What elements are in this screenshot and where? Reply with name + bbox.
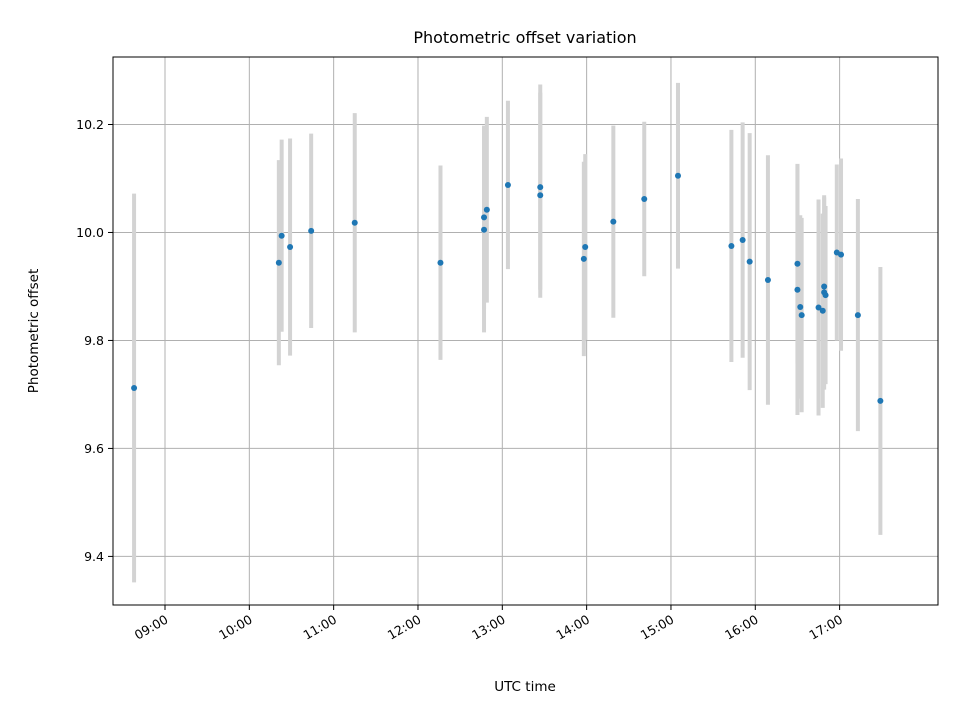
- data-point: [739, 237, 746, 244]
- data-point: [351, 219, 358, 226]
- data-point: [131, 384, 138, 391]
- data-point: [641, 195, 648, 202]
- data-point: [797, 303, 804, 310]
- data-point: [854, 312, 861, 319]
- data-point: [287, 244, 294, 251]
- data-point: [481, 226, 488, 233]
- data-point: [580, 255, 587, 262]
- data-point: [275, 259, 282, 266]
- data-point: [821, 283, 828, 290]
- y-tick-label: 10.2: [76, 117, 104, 132]
- data-point: [838, 251, 845, 258]
- y-axis-label: Photometric offset: [26, 269, 42, 393]
- x-axis-label: UTC time: [494, 679, 556, 695]
- data-point: [746, 258, 753, 265]
- y-tick-label: 9.4: [84, 549, 104, 564]
- data-point: [537, 184, 544, 191]
- data-point: [483, 206, 490, 213]
- data-point: [764, 276, 771, 283]
- data-point: [308, 227, 315, 234]
- data-point: [794, 260, 801, 267]
- data-point: [582, 244, 589, 251]
- data-point: [537, 192, 544, 199]
- chart-title: Photometric offset variation: [413, 28, 636, 47]
- data-point: [798, 312, 805, 319]
- data-point: [437, 259, 444, 266]
- data-points: [131, 172, 884, 404]
- y-tick-label: 9.6: [84, 441, 104, 456]
- data-point: [819, 307, 826, 314]
- data-point: [674, 172, 681, 179]
- data-point: [481, 214, 488, 221]
- y-axis: 9.4 9.6 9.8 10.0 10.2: [76, 117, 113, 564]
- data-point: [504, 181, 511, 188]
- data-point: [815, 304, 822, 311]
- data-point: [728, 242, 735, 249]
- data-point: [877, 397, 884, 404]
- y-tick-label: 9.8: [84, 333, 104, 348]
- data-point: [278, 232, 285, 239]
- data-point: [794, 286, 801, 293]
- data-point: [610, 218, 617, 225]
- y-tick-label: 10.0: [76, 225, 104, 240]
- plot-frame: [112, 56, 939, 606]
- data-point: [822, 292, 829, 299]
